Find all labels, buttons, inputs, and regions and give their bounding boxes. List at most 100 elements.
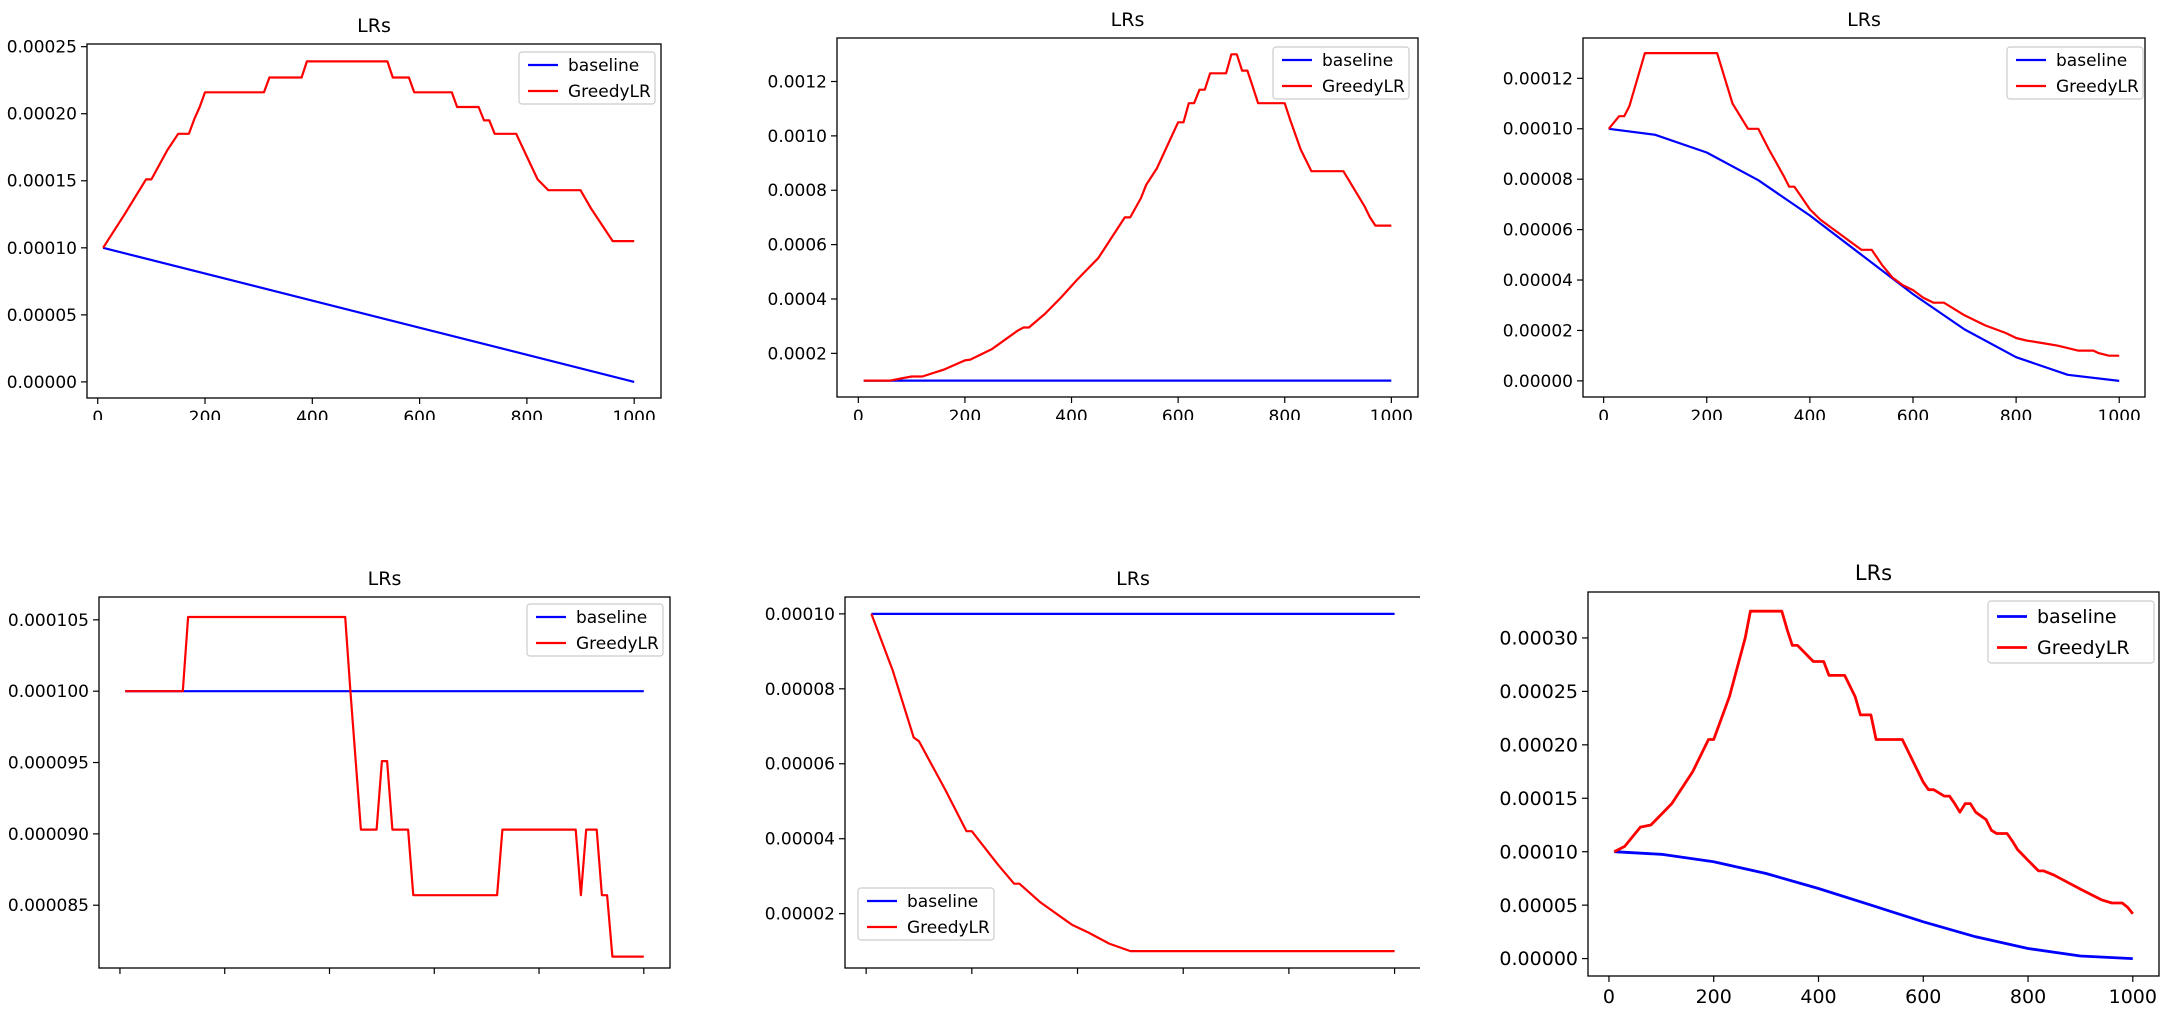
chart-5-x-tick-label: 600 <box>1167 978 1199 980</box>
chart-2-x-tick-label: 600 <box>1162 407 1194 420</box>
chart-6-series-greedylr-line <box>1613 609 2134 915</box>
chart-4-y-tick-label: 0.000095 <box>8 753 89 773</box>
chart-3-legend-label-greedylr: GreedyLR <box>2056 77 2139 97</box>
chart-1-legend-label-greedylr: GreedyLR <box>568 82 651 102</box>
chart-3-x-tick-label: 600 <box>1897 407 1929 420</box>
chart-3-title: LRs <box>1847 9 1881 31</box>
chart-1-y-tick-label: 0.00025 <box>7 38 77 58</box>
chart-1-legend: baseline GreedyLR <box>518 51 656 105</box>
chart-5-legend-label-greedylr: GreedyLR <box>907 918 990 938</box>
chart-6-y-tick-label: 0.00025 <box>1499 681 1578 703</box>
chart-2-plot-frame <box>836 37 1419 398</box>
chart-2-x-tick-label: 200 <box>949 407 981 420</box>
chart-3-y-tick-label: 0.00002 <box>1503 321 1573 341</box>
chart-4-y-tick-label: 0.000105 <box>8 611 89 631</box>
chart-2-legend-label-greedylr: GreedyLR <box>1322 77 1405 97</box>
chart-4-legend-label-greedylr: GreedyLR <box>576 634 659 654</box>
chart-2-y-tick-label: 0.0006 <box>768 236 827 256</box>
chart-6-legend: baseline GreedyLR <box>1987 600 2155 664</box>
chart-1-series-baseline-line <box>102 246 635 383</box>
chart-6-series-baseline-line <box>1614 850 2133 960</box>
chart-6-plot-frame <box>1587 591 2160 977</box>
chart-4-y-tick-label: 0.000090 <box>8 825 89 845</box>
chart-1-legend-label-baseline: baseline <box>568 56 639 76</box>
chart-2-title: LRs <box>1111 9 1145 31</box>
chart-3-legend-label-baseline: baseline <box>2056 51 2127 71</box>
chart-3-y-tick-label: 0.00010 <box>1503 120 1573 140</box>
chart-5: LRs 0 200 400 600 800 1000 0.00002 0.00004 0.0000… <box>765 568 1420 980</box>
chart-6: LRs 0 200 400 600 800 1000 0.00000 0.00005 0.0001… <box>1499 561 2160 1008</box>
chart-1-series-greedylr-line <box>102 60 635 249</box>
chart-4-y-tick-label: 0.000100 <box>8 682 89 702</box>
chart-2-series-greedylr-line <box>863 53 1392 382</box>
chart-5-plot-frame <box>844 596 1420 969</box>
chart-3-y-tick-label: 0.00012 <box>1503 69 1573 89</box>
chart-4-x-tick-label: 200 <box>208 978 240 980</box>
chart-6-x-tick-label: 1000 <box>2109 986 2157 1008</box>
chart-3-y-tick-label: 0.00000 <box>1503 372 1573 392</box>
chart-1-x-tick-label: 0 <box>92 408 103 420</box>
chart-5-x-tick-label: 400 <box>1061 978 1093 980</box>
chart-3-series-greedylr-line <box>1607 51 2120 357</box>
chart-1: LRs 0 200 400 600 800 1000 0.00000 0.00005 0.0001… <box>7 15 662 420</box>
chart-3-x-tick-label: 400 <box>1794 407 1826 420</box>
chart-3-series-baseline-line <box>1608 127 2120 382</box>
chart-6-x-tick-label: 0 <box>1603 986 1615 1008</box>
chart-4-y-tick-label: 0.000085 <box>8 896 89 916</box>
chart-4-x-tick-label: 1000 <box>622 978 665 980</box>
chart-2-x-tick-label: 0 <box>853 407 864 420</box>
chart-5-title: LRs <box>1116 568 1150 590</box>
chart-1-x-tick-label: 600 <box>403 408 435 420</box>
chart-6-y-tick-label: 0.00005 <box>1499 895 1578 917</box>
chart-6-y-tick-label: 0.00000 <box>1499 948 1578 970</box>
chart-6-y-tick-label: 0.00010 <box>1499 841 1578 863</box>
chart-1-title: LRs <box>357 15 391 37</box>
chart-2-y-tick-label: 0.0008 <box>768 181 827 201</box>
chart-4-x-tick-label: 400 <box>313 978 345 980</box>
chart-3-plot-frame <box>1582 37 2146 398</box>
chart-6-x-tick-label: 600 <box>1905 986 1941 1008</box>
chart-5-y-tick-label: 0.00004 <box>765 830 835 850</box>
chart-5-y-tick-label: 0.00006 <box>765 755 835 775</box>
chart-1-y-tick-label: 0.00010 <box>7 239 77 259</box>
chart-2-x-tick-label: 1000 <box>1370 407 1413 420</box>
chart-5-y-tick-label: 0.00010 <box>765 605 835 625</box>
chart-6-legend-label-baseline: baseline <box>2037 606 2117 628</box>
chart-2-y-tick-label: 0.0012 <box>768 72 827 92</box>
chart-2-y-tick-label: 0.0004 <box>768 290 827 310</box>
chart-6-legend-label-greedylr: GreedyLR <box>2037 637 2130 659</box>
chart-1-y-tick-label: 0.00015 <box>7 172 77 192</box>
chart-3-y-tick-label: 0.00008 <box>1503 170 1573 190</box>
chart-3-legend: baseline GreedyLR <box>2006 46 2144 100</box>
chart-2-y-tick-label: 0.0010 <box>768 127 827 147</box>
chart-3-y-tick-label: 0.00004 <box>1503 271 1573 291</box>
chart-6-y-tick-label: 0.00015 <box>1499 788 1578 810</box>
chart-4-series-greedylr-line <box>125 615 644 958</box>
chart-1-x-tick-label: 1000 <box>613 408 656 420</box>
chart-4: LRs 0 200 400 600 800 1000 0.000085 0.000090 0.00… <box>8 568 671 980</box>
chart-5-x-tick-label: 800 <box>1273 978 1305 980</box>
chart-5-legend: baseline GreedyLR <box>857 887 995 941</box>
chart-1-x-tick-label: 400 <box>296 408 328 420</box>
chart-5-x-tick-label: 200 <box>956 978 988 980</box>
chart-4-x-tick-label: 800 <box>523 978 555 980</box>
chart-1-y-tick-label: 0.00020 <box>7 105 77 125</box>
chart-4-title: LRs <box>368 568 402 590</box>
chart-6-title: LRs <box>1855 561 1892 585</box>
chart-5-x-tick-label: 1000 <box>1373 978 1416 980</box>
chart-2-x-tick-label: 800 <box>1269 407 1301 420</box>
chart-5-legend-label-baseline: baseline <box>907 892 978 912</box>
chart-2-x-tick-label: 400 <box>1055 407 1087 420</box>
chart-4-legend-label-baseline: baseline <box>576 608 647 628</box>
chart-3-y-tick-label: 0.00006 <box>1503 221 1573 241</box>
chart-5-y-tick-label: 0.00008 <box>765 680 835 700</box>
chart-2-legend-label-baseline: baseline <box>1322 51 1393 71</box>
chart-6-y-tick-label: 0.00030 <box>1499 628 1578 650</box>
chart-1-plot-frame <box>86 43 662 399</box>
chart-6-x-tick-label: 400 <box>1800 986 1836 1008</box>
chart-2: LRs 0 200 400 600 800 1000 0.0002 0.0004 0.0006 0.… <box>768 9 1419 420</box>
chart-3: LRs 0 200 400 600 800 1000 0.00000 0.00002 0.0000… <box>1503 9 2146 420</box>
chart-4-plot-frame <box>98 596 671 969</box>
chart-4-x-tick-label: 0 <box>115 978 126 980</box>
chart-5-y-tick-label: 0.00002 <box>765 905 835 925</box>
